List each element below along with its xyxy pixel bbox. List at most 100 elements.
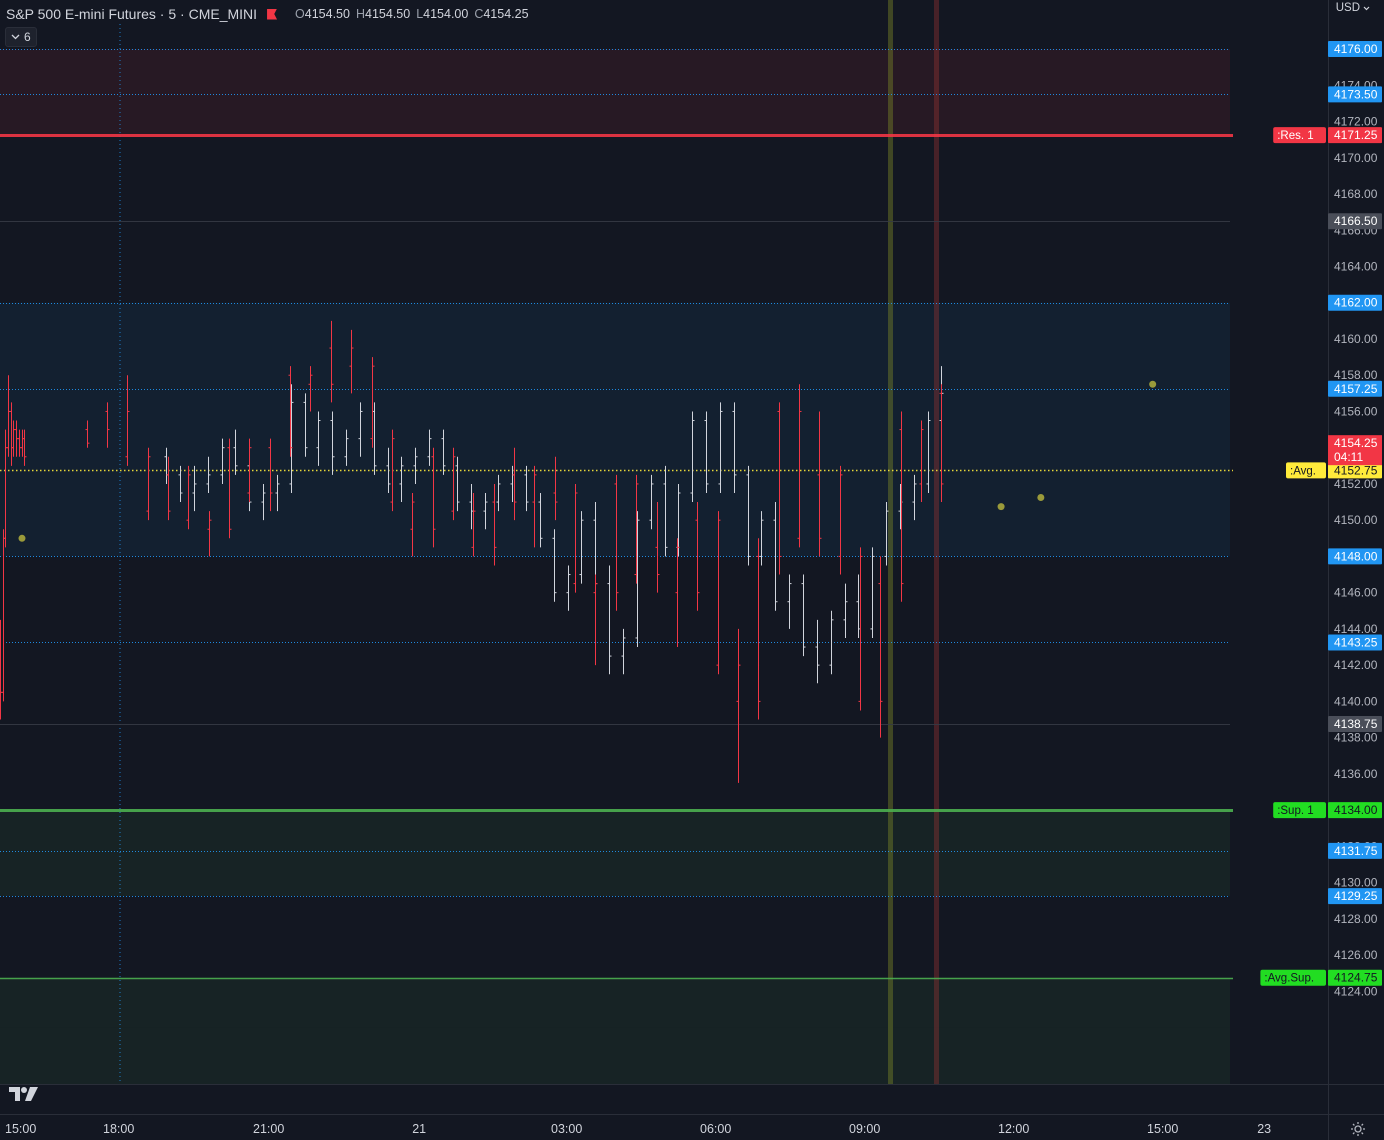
ohlc-bar [390,429,395,512]
symbol-header[interactable]: S&P 500 E-mini Futures · 5 · CME_MINI O4… [6,4,535,24]
currency-selector[interactable]: USD [1336,2,1370,14]
level-price-text: 4162.00 [1334,296,1378,310]
level-price-text: 4148.00 [1334,549,1378,563]
y-tick-label: 4160.00 [1334,332,1378,346]
signal-dot [1149,380,1157,388]
ohlc-low: L4154.00 [416,7,469,21]
y-tick-label: 4128.00 [1334,912,1378,926]
ohlc-bar [370,357,375,448]
ohlc-bar [704,411,709,493]
symbol-title[interactable]: S&P 500 E-mini Futures · 5 · CME_MINI [6,6,258,22]
level-name-badge [1260,969,1326,986]
ohlc-bar [413,447,418,484]
zone-resistance [0,49,1230,136]
ohlc-bar [621,628,626,675]
tradingview-logo[interactable] [8,1086,40,1102]
indicators-toggle-button[interactable]: 6 [5,27,37,47]
ohlc-bar [186,465,191,530]
ohlc-bar [829,610,834,675]
level-name-badge [1286,462,1326,479]
level-price-badge [1328,462,1382,479]
ohlc-bar [718,402,723,493]
ohlc-bar [553,456,558,521]
x-tick-label: 21 [412,1122,426,1136]
zone-middle [0,302,1230,557]
ohlc-bar [732,402,737,493]
level-price-badge [1328,969,1382,986]
currency-label: USD [1335,2,1360,14]
ohlc-bar [532,465,537,548]
ohlc-bar [455,456,460,512]
open-marker-band [888,0,893,1084]
level-price-badge [1328,127,1382,144]
signal-dot [18,534,26,542]
ohlc-bar [105,402,110,448]
level-price-text: 4124.75 [1334,971,1378,985]
flag-icon[interactable] [267,8,278,20]
ohlc-bar [524,465,529,512]
y-tick-label: 4142.00 [1334,658,1378,672]
x-tick-label: 21:00 [253,1122,284,1136]
ohlc-bar [166,456,171,521]
ohlc-bar [899,411,904,602]
ohlc-bar [884,502,889,566]
ohlc-bar [289,384,294,493]
signal-dot [1037,494,1045,502]
ohlc-bar [261,483,266,521]
ohlc-bar [410,493,415,557]
ohlc-high: H4154.50 [355,7,411,21]
level-name-text: :Res. 1 [1277,130,1313,142]
ohlc-bar [759,511,764,566]
ohlc-bar [227,438,232,539]
level-price-badge [1328,86,1382,103]
level-price-text: 4129.25 [1334,889,1378,903]
level-price-text: 4131.75 [1334,844,1378,858]
level-price-text: 4171.25 [1334,128,1378,142]
time-axis[interactable] [0,1115,1328,1140]
ohlc-bar [552,529,557,602]
ohlc-bar [125,375,130,466]
ohlc-bar [178,465,183,503]
ohlc-bar [756,538,761,720]
chevron-down-icon [11,34,20,40]
ohlc-bar [838,465,843,575]
ohlc-bar [85,420,90,448]
y-tick-label: 4130.00 [1334,876,1378,890]
y-tick-label: 4172.00 [1334,115,1378,129]
ohlc-bar [22,429,27,466]
level-price-badge [1328,716,1382,733]
ohlc-bar [358,402,363,457]
ohlc-close: C4154.25 [474,7,529,21]
ohlc-bar [870,547,875,638]
ohlc-bar [843,583,848,638]
ohlc-bar [614,474,619,611]
zone-support-bottom [0,1027,1230,1084]
level-price-badge [1328,41,1382,58]
ohlc-bar [801,574,806,657]
zone-support [0,810,1230,897]
level-price-badge [1328,634,1382,651]
ohlc-bar [399,456,404,503]
ohlc-bar [344,429,349,466]
level-name-text: :Sup. 1 [1277,805,1313,817]
ohlc-bar [912,474,917,521]
x-tick-label: 03:00 [551,1122,582,1136]
ohlc-bar [716,511,721,675]
ohlc-bar [736,628,741,783]
x-tick-label: 09:00 [849,1122,880,1136]
level-price-badge [1328,802,1382,819]
x-tick-label: 15:00 [1147,1122,1178,1136]
level-price-badge [1328,842,1382,859]
level-price-text: 4176.00 [1334,42,1378,56]
x-tick-label: 06:00 [700,1122,731,1136]
gear-icon[interactable] [1350,1121,1366,1137]
y-tick-label: 4138.00 [1334,731,1378,745]
ohlc-bar [926,411,931,493]
bar-countdown-text: 04:11 [1334,450,1363,464]
ohlc-bar [858,547,863,711]
ohlc-bar [330,411,335,475]
ohlc-bar [817,411,822,557]
ohlc-bar [233,429,238,475]
last-price-badge [1328,435,1382,466]
